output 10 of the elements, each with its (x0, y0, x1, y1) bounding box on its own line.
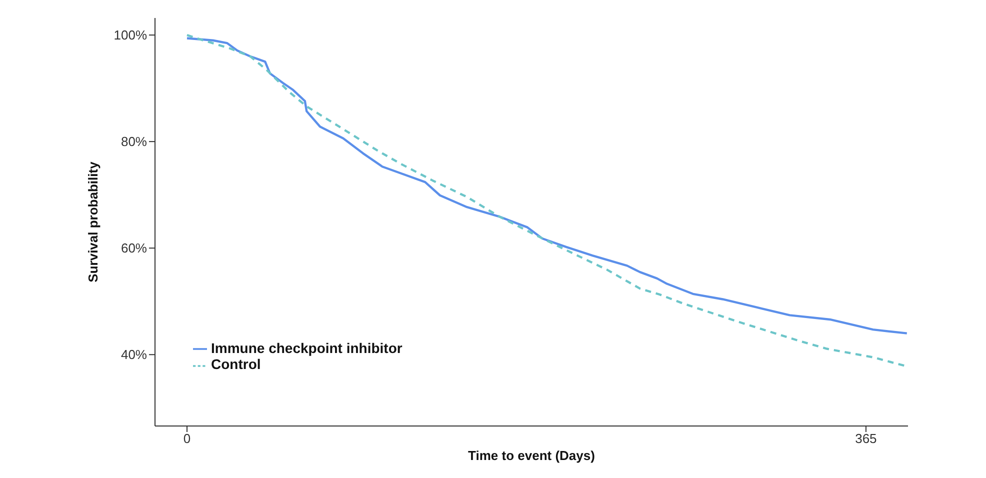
x-tick-label: 365 (855, 431, 877, 446)
y-tick-label: 80% (120, 134, 148, 150)
y-tick-label: 60% (120, 240, 148, 256)
y-tick-label: 100% (114, 28, 148, 43)
legend-label: Immune checkpoint inhibitor (211, 340, 402, 356)
x-axis-title: Time to event (Days) (468, 448, 595, 463)
legend-label: Control (211, 356, 261, 372)
y-axis-title: Survival probability (86, 160, 101, 282)
y-tick-label: 40% (120, 347, 148, 362)
x-tick-label: 0 (183, 431, 191, 446)
